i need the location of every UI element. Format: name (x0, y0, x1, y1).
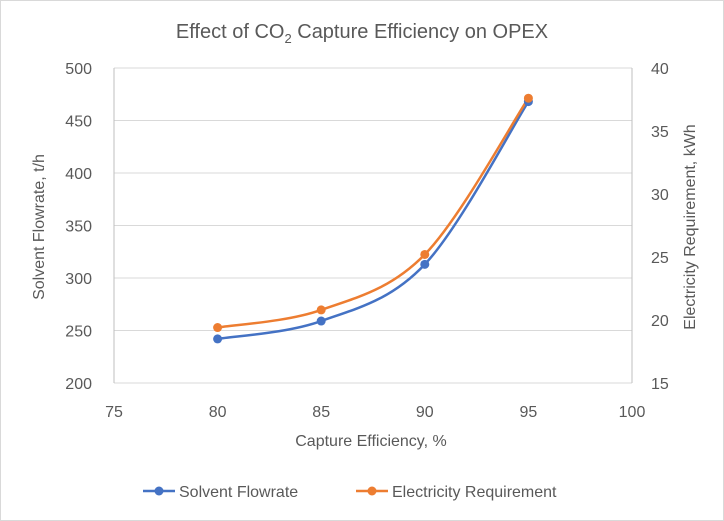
series-line-1 (217, 97, 530, 329)
x-tick-label: 100 (619, 404, 646, 421)
y2-tick-label: 30 (651, 187, 669, 204)
y2-tick-label: 20 (651, 313, 669, 330)
x-tick-label: 85 (312, 404, 330, 421)
x-tick-label: 80 (209, 404, 227, 421)
x-tick-label: 95 (520, 404, 538, 421)
chart-title: Effect of CO2 Capture Efficiency on OPEX (176, 21, 548, 46)
legend: Solvent Flowrate Electricity Requirement (143, 484, 557, 501)
y2-tick-label: 15 (651, 376, 669, 393)
series-0-point-0 (213, 334, 223, 344)
y-axis-right-title: Electricity Requirement, kWh (682, 124, 699, 329)
y-tick-label: 300 (65, 271, 92, 288)
y-tick-label: 400 (65, 166, 92, 183)
series-1-point-3 (523, 93, 533, 103)
y-axis-right-ticks: 15 20 25 30 35 40 (651, 61, 669, 393)
y2-tick-label: 35 (651, 124, 669, 141)
legend-label-1: Electricity Requirement (392, 484, 557, 501)
legend-marker-0 (154, 486, 164, 496)
series-1-point-1 (316, 305, 326, 315)
x-tick-label: 75 (105, 404, 123, 421)
y-axis-left-ticks: 200 250 300 350 400 450 500 (65, 61, 92, 393)
y-axis-left-title: Solvent Flowrate, t/h (31, 154, 48, 300)
x-tick-label: 90 (416, 404, 434, 421)
series-lines (217, 97, 530, 341)
gridlines (113, 67, 633, 384)
x-axis-ticks: 75 80 85 90 95 100 (105, 404, 645, 421)
y-tick-label: 350 (65, 219, 92, 236)
y2-tick-label: 40 (651, 61, 669, 78)
series-0-point-1 (316, 316, 326, 326)
y-tick-label: 500 (65, 61, 92, 78)
series-1-point-0 (213, 323, 223, 333)
y2-tick-label: 25 (651, 250, 669, 267)
series-points (213, 93, 533, 344)
legend-label-0: Solvent Flowrate (179, 484, 298, 501)
y-tick-label: 250 (65, 324, 92, 341)
x-axis-title: Capture Efficiency, % (295, 433, 446, 450)
y-tick-label: 450 (65, 114, 92, 131)
y-tick-label: 200 (65, 376, 92, 393)
series-0-point-2 (420, 259, 430, 269)
legend-marker-1 (367, 486, 377, 496)
series-1-point-2 (420, 249, 430, 259)
series-line-0 (217, 100, 530, 341)
